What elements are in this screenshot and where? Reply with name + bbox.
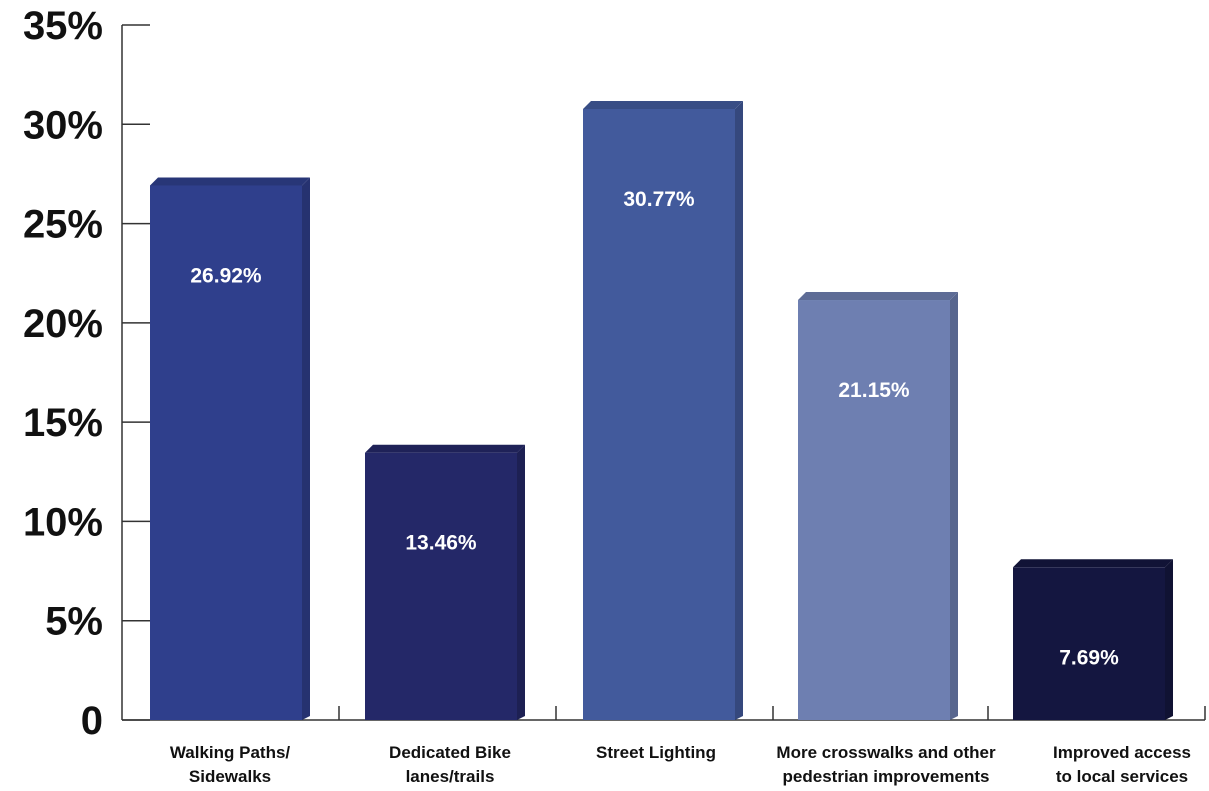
bar	[150, 185, 302, 721]
x-category-label: Improved access	[1053, 743, 1191, 762]
bar-side	[517, 444, 525, 720]
y-tick-label: 10%	[23, 500, 103, 544]
x-category-label: Sidewalks	[189, 767, 271, 786]
bar-top	[798, 292, 958, 301]
bar-value-label: 7.69%	[1059, 646, 1119, 669]
labels: 0 5% 10% 15% 20% 25% 30% 35% 26.92% 13.46% 30.77% 2…	[23, 4, 1191, 786]
x-category-label: pedestrian improvements	[783, 767, 990, 786]
bar-group	[1013, 559, 1173, 720]
bar	[798, 300, 950, 720]
bar-value-label: 13.46%	[405, 532, 477, 555]
x-category-label: lanes/trails	[406, 767, 495, 786]
x-category-label: More crosswalks and other	[776, 743, 996, 762]
bar	[1013, 567, 1165, 720]
y-tick-label: 25%	[23, 203, 103, 247]
y-tick-label: 0	[81, 699, 103, 743]
x-category-label: Dedicated Bike	[389, 743, 511, 762]
y-tick-label: 35%	[23, 4, 103, 48]
bar	[365, 452, 517, 720]
x-category-label: to local services	[1056, 767, 1188, 786]
bar-top	[365, 444, 525, 453]
bar-top	[150, 177, 310, 186]
y-tick-label: 5%	[45, 600, 103, 644]
y-tick-label: 20%	[23, 302, 103, 346]
y-tick-label: 30%	[23, 103, 103, 147]
bar-value-label: 21.15%	[838, 379, 910, 402]
bar-side	[950, 292, 958, 720]
bar	[583, 108, 735, 720]
bar-top	[1013, 559, 1173, 568]
bar-value-label: 26.92%	[190, 264, 262, 287]
bar-side	[1165, 559, 1173, 720]
bar-value-label: 30.77%	[623, 188, 695, 211]
x-category-label: Walking Paths/	[170, 743, 291, 762]
bar-side	[302, 177, 310, 721]
bar-group	[583, 100, 743, 720]
bar-side	[735, 100, 743, 720]
x-category-label: Street Lighting	[596, 743, 716, 762]
bar-top	[583, 100, 743, 109]
bar-group	[365, 444, 525, 720]
bars	[150, 100, 1173, 721]
bar-group	[798, 292, 958, 720]
y-tick-label: 15%	[23, 401, 103, 445]
bar-group	[150, 177, 310, 721]
